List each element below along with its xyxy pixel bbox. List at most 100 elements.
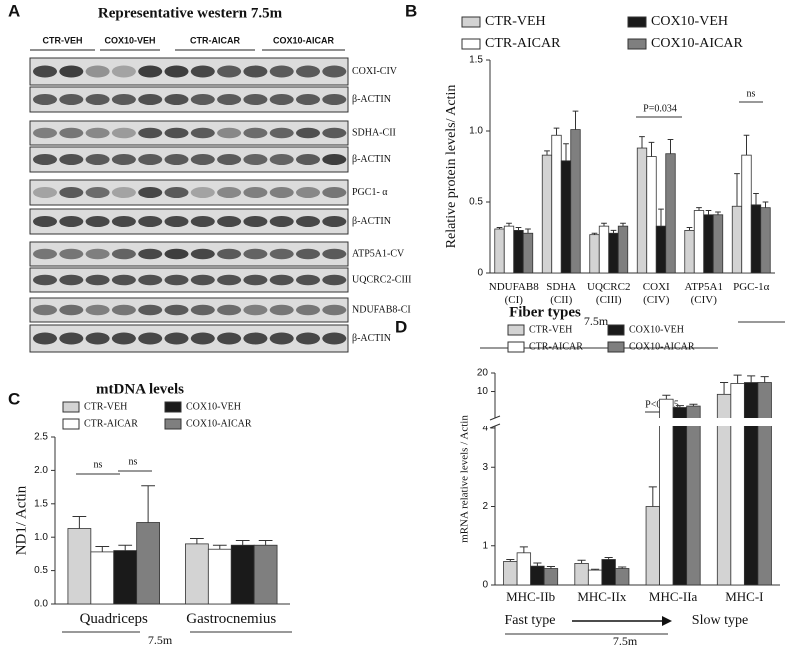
band bbox=[164, 304, 189, 316]
y-axis-label: mRNA relative levels / Actin bbox=[459, 415, 471, 543]
blot-label: COXI-CIV bbox=[352, 66, 398, 77]
bar bbox=[703, 214, 714, 274]
band bbox=[33, 248, 57, 260]
bar bbox=[551, 134, 562, 274]
group-label: CTR-AICAR bbox=[190, 35, 240, 45]
legend-swatch bbox=[607, 341, 625, 353]
bar bbox=[522, 232, 534, 274]
band bbox=[269, 65, 294, 78]
bar bbox=[598, 225, 610, 274]
error-bar bbox=[515, 227, 522, 231]
bar bbox=[530, 565, 545, 586]
band bbox=[190, 127, 215, 139]
band bbox=[111, 274, 136, 286]
band bbox=[85, 94, 110, 105]
error-bar bbox=[675, 405, 684, 408]
legend-label: CTR-AICAR bbox=[485, 36, 561, 51]
group-label: COX10-VEH bbox=[104, 35, 155, 45]
band bbox=[217, 65, 242, 78]
band bbox=[164, 127, 189, 139]
band bbox=[190, 332, 215, 345]
legend-swatch bbox=[607, 324, 625, 336]
annotation: ns bbox=[747, 88, 756, 99]
x-tick-label: COXI (CIV) bbox=[643, 281, 670, 306]
blot-label: ATP5A1-CV bbox=[352, 248, 405, 259]
band bbox=[269, 274, 294, 286]
bar bbox=[636, 147, 648, 274]
chart-title: mtDNA levels bbox=[96, 381, 184, 397]
legend-swatch bbox=[461, 38, 481, 50]
band bbox=[138, 65, 163, 78]
bar bbox=[230, 544, 255, 605]
band bbox=[59, 65, 84, 78]
legend-swatch bbox=[62, 418, 80, 430]
legend-label: COX10-AICAR bbox=[186, 418, 252, 429]
band bbox=[217, 154, 242, 165]
band bbox=[164, 94, 189, 105]
bar bbox=[757, 382, 772, 586]
band bbox=[269, 187, 294, 198]
band bbox=[164, 332, 189, 345]
x-tick-label: NDUFAB8 (CI) bbox=[489, 281, 539, 306]
band bbox=[164, 274, 189, 286]
bar bbox=[574, 563, 589, 586]
y-tick-label: 2.5 bbox=[34, 432, 48, 443]
bar bbox=[760, 207, 771, 274]
band bbox=[217, 216, 242, 227]
legend-swatch bbox=[461, 16, 481, 28]
band bbox=[59, 274, 84, 286]
band bbox=[322, 304, 347, 316]
error-bar bbox=[686, 227, 693, 231]
band bbox=[111, 154, 136, 165]
error-bar bbox=[72, 515, 87, 529]
band bbox=[243, 332, 268, 345]
bar bbox=[646, 156, 657, 274]
panel-label: A bbox=[8, 1, 20, 20]
band bbox=[33, 154, 57, 165]
bar bbox=[712, 214, 724, 274]
band bbox=[59, 304, 84, 316]
y-axis-label: ND1/ Actin bbox=[13, 485, 29, 555]
band bbox=[269, 248, 294, 260]
band bbox=[243, 65, 268, 78]
bar bbox=[655, 225, 667, 274]
band bbox=[217, 332, 242, 345]
band bbox=[243, 94, 268, 105]
bar bbox=[253, 544, 278, 605]
band bbox=[217, 94, 242, 105]
legend-swatch bbox=[627, 38, 647, 50]
bar bbox=[617, 225, 629, 274]
band bbox=[269, 216, 294, 227]
band bbox=[269, 304, 294, 316]
band bbox=[164, 154, 189, 165]
band bbox=[138, 94, 163, 105]
error-bar bbox=[544, 150, 550, 156]
legend-swatch bbox=[164, 401, 182, 413]
legend-swatch bbox=[164, 418, 182, 430]
bar bbox=[743, 382, 759, 586]
band bbox=[138, 216, 163, 227]
band bbox=[138, 127, 163, 139]
band bbox=[243, 304, 268, 316]
band bbox=[322, 94, 347, 105]
x-tick-label: Gastrocnemius bbox=[186, 611, 276, 627]
error-bar bbox=[696, 207, 702, 211]
band bbox=[85, 154, 110, 165]
x-tick-label: MHC-IIb bbox=[506, 589, 555, 604]
error-bar bbox=[553, 127, 560, 136]
bar bbox=[503, 561, 518, 586]
bar bbox=[185, 543, 209, 605]
band bbox=[322, 274, 347, 286]
error-bar bbox=[496, 227, 503, 229]
band bbox=[190, 65, 215, 78]
bar bbox=[684, 229, 695, 274]
error-bar bbox=[519, 546, 528, 553]
x-tick-label: UQCRC2 (CIII) bbox=[587, 281, 630, 306]
y-tick-label: 1.5 bbox=[34, 498, 48, 509]
legend-swatch bbox=[507, 341, 525, 353]
band bbox=[190, 248, 215, 260]
error-bar bbox=[720, 382, 729, 395]
band bbox=[33, 187, 57, 198]
error-bar bbox=[591, 232, 598, 235]
band bbox=[85, 332, 110, 345]
